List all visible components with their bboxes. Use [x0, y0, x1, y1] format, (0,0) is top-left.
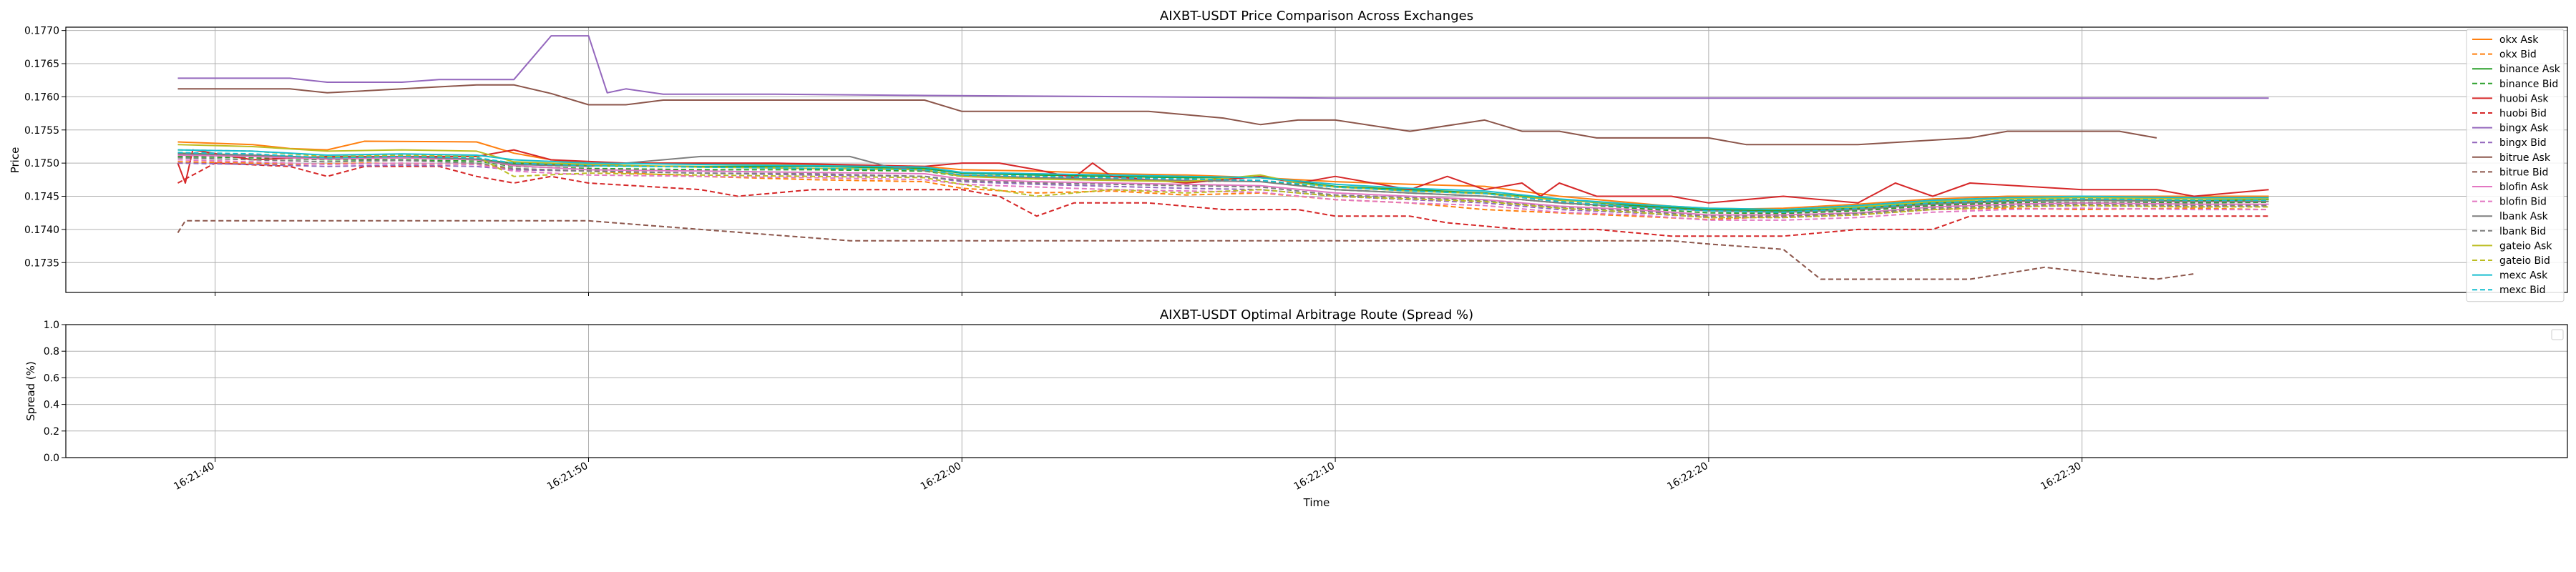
spread-chart: AIXBT-USDT Optimal Arbitrage Route (Spre…	[24, 307, 2568, 509]
y-tick-label: 0.1760	[24, 92, 59, 103]
legend-label: gateio Ask	[2499, 240, 2552, 252]
spread-chart-y-label: Spread (%)	[24, 361, 37, 421]
x-tick-label: 16:22:20	[1665, 460, 1709, 493]
spread-chart-x-label: Time	[1303, 496, 1330, 509]
spread-chart-title: AIXBT-USDT Optimal Arbitrage Route (Spre…	[1160, 307, 1473, 322]
legend-label: mexc Bid	[2499, 285, 2546, 296]
price-chart-series	[177, 35, 2269, 280]
price-chart-legend: okx Ask okx Bid binance Ask binance Bid huob…	[2466, 29, 2565, 302]
spread-chart-y-ticks: 0.0 0.2 0.4 0.6 0.8 1.0	[44, 320, 66, 464]
x-tick-label: 16:21:50	[545, 460, 590, 493]
series-line-bitrue-bid	[177, 220, 2195, 280]
y-tick-label: 0.1765	[24, 59, 59, 70]
series-line-okx-ask	[177, 140, 2269, 211]
y-tick-label: 0.1735	[24, 257, 59, 269]
y-tick-label: 0.1755	[24, 125, 59, 137]
legend-label: lbank Bid	[2499, 226, 2546, 237]
series-line-lbank-ask	[177, 153, 2269, 213]
y-tick-label: 0.2	[44, 426, 59, 438]
spread-chart-frame	[65, 324, 2568, 458]
price-chart-y-label: Price	[9, 147, 21, 174]
spread-chart-x-ticks: 16:21:40 16:21:50 16:22:00 16:22:10 16:22:20…	[172, 458, 2084, 493]
legend-label: mexc Ask	[2499, 270, 2548, 282]
series-line-binance-bid	[177, 155, 2269, 214]
legend-label: binance Ask	[2499, 64, 2561, 75]
price-chart-y-ticks: 0.1735 0.1740 0.1745 0.1750 0.1755 0.1760 0.17…	[24, 26, 66, 269]
legend-label: okx Ask	[2499, 34, 2539, 46]
y-tick-label: 0.6	[44, 373, 59, 384]
series-line-bitrue-ask	[177, 84, 2157, 146]
x-tick-label: 16:22:10	[1292, 460, 1337, 493]
price-chart-x-ticks	[215, 292, 2083, 296]
legend-label: bitrue Ask	[2499, 152, 2551, 164]
price-chart-grid	[66, 27, 2567, 292]
price-chart: AIXBT-USDT Price Comparison Across Excha…	[9, 9, 2568, 302]
y-tick-label: 0.8	[44, 346, 59, 358]
x-tick-label: 16:21:40	[172, 460, 216, 493]
legend-label: huobi Bid	[2499, 108, 2547, 119]
legend-box	[2466, 29, 2565, 302]
x-tick-label: 16:22:30	[2039, 460, 2083, 493]
legend-label: gateio Bid	[2499, 255, 2550, 267]
y-tick-label: 0.0	[44, 453, 59, 464]
spread-chart-grid	[66, 324, 2567, 458]
series-line-huobi-bid	[177, 162, 2269, 237]
legend-label: huobi Ask	[2499, 93, 2549, 104]
y-tick-label: 0.1745	[24, 192, 59, 203]
legend-label: blofin Ask	[2499, 182, 2549, 193]
series-line-lbank-bid	[177, 157, 2269, 217]
series-line-blofin-bid	[177, 159, 2269, 221]
y-tick-label: 0.4	[44, 400, 59, 411]
legend-label: bingx Ask	[2499, 123, 2549, 134]
y-tick-label: 1.0	[44, 320, 59, 331]
y-tick-label: 0.1750	[24, 158, 59, 169]
legend-label: okx Bid	[2499, 49, 2537, 61]
legend-label: binance Bid	[2499, 79, 2558, 90]
price-chart-title: AIXBT-USDT Price Comparison Across Excha…	[1160, 9, 1473, 24]
legend-label: bitrue Bid	[2499, 167, 2548, 178]
y-tick-label: 0.1740	[24, 225, 59, 236]
series-line-mexc-ask	[177, 149, 2269, 211]
spread-chart-empty-legend	[2551, 329, 2564, 340]
series-line-mexc-bid	[177, 152, 2269, 213]
legend-label: blofin Bid	[2499, 197, 2547, 208]
legend-label: lbank Ask	[2499, 211, 2549, 222]
y-tick-label: 0.1770	[24, 26, 59, 37]
series-line-gateio-bid	[177, 149, 2269, 219]
series-line-blofin-ask	[177, 154, 2269, 216]
legend-label: bingx Bid	[2499, 137, 2547, 149]
series-line-bingx-ask	[177, 35, 2269, 99]
x-tick-label: 16:22:00	[919, 460, 963, 493]
price-chart-frame	[65, 26, 2568, 293]
